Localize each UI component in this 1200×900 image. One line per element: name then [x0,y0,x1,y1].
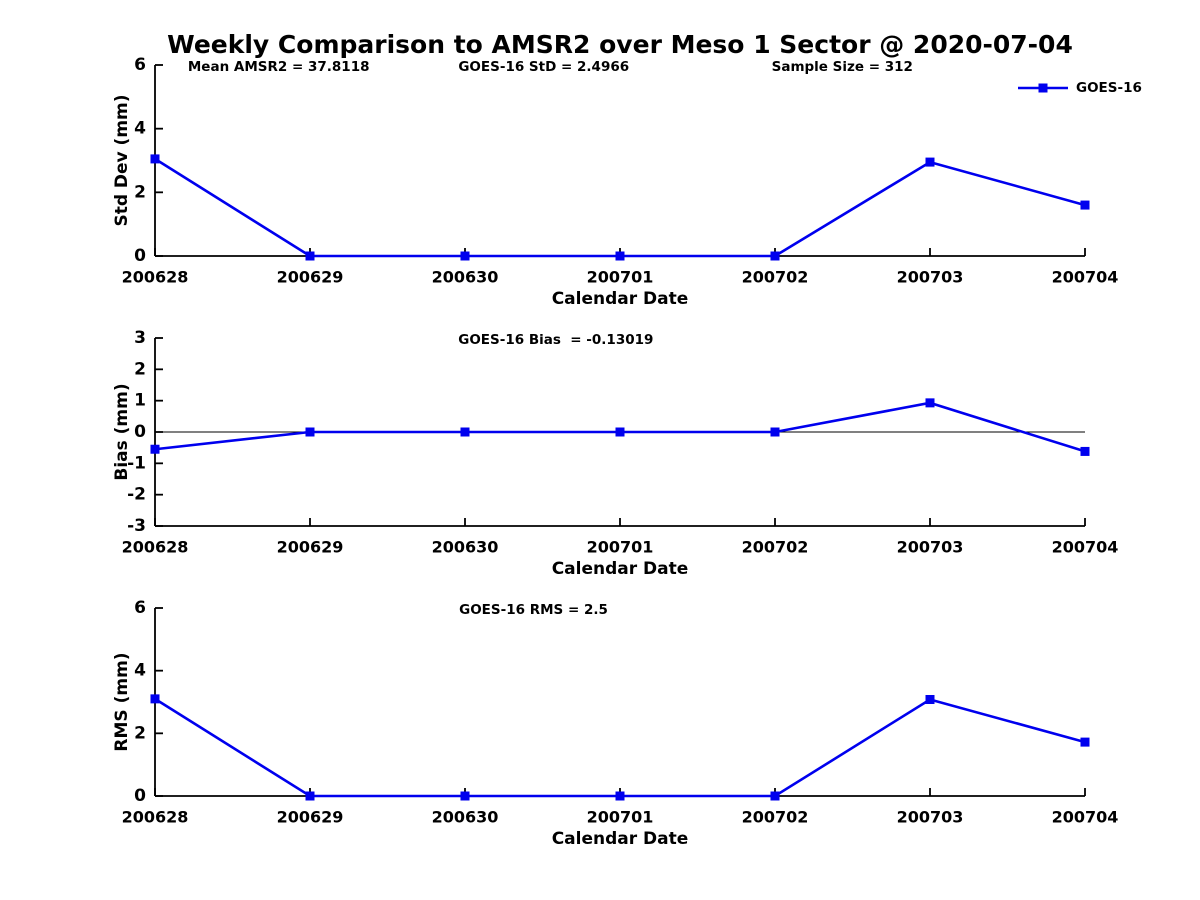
y-tick-label: 0 [134,786,146,806]
annotation-text: GOES-16 StD = 2.4966 [458,59,629,75]
x-tick-label: 200630 [432,268,499,287]
annotation-text: GOES-16 RMS = 2.5 [459,602,608,618]
x-tick-label: 200702 [742,538,809,557]
data-point-marker [460,427,470,437]
x-tick-label: 200629 [277,808,344,827]
x-tick-label: 200701 [587,268,654,287]
x-axis-label: Calendar Date [552,559,689,579]
annotation-text: Sample Size = 312 [772,59,913,75]
data-point-marker [305,427,315,437]
y-tick-label: 2 [134,723,146,743]
y-tick-label: 2 [134,182,146,202]
data-point-marker [615,791,625,801]
y-tick-label: -3 [127,516,146,536]
x-tick-label: 200702 [742,808,809,827]
data-point-marker [925,694,935,704]
data-point-marker [460,791,470,801]
y-tick-label: -1 [127,453,146,473]
x-axis-label: Calendar Date [552,289,689,309]
y-tick-label: 0 [134,246,146,266]
data-point-marker [305,791,315,801]
y-tick-label: -2 [127,485,146,505]
data-point-marker [150,444,160,454]
y-tick-label: 6 [134,598,146,618]
data-point-marker [770,791,780,801]
data-point-marker [925,157,935,167]
x-tick-label: 200703 [897,538,964,557]
x-tick-label: 200630 [432,808,499,827]
data-point-marker [615,251,625,261]
x-tick-label: 200703 [897,808,964,827]
y-axis-label: RMS (mm) [112,652,132,751]
y-tick-label: 4 [134,119,146,139]
x-tick-label: 200703 [897,268,964,287]
data-point-marker [615,427,625,437]
y-tick-label: 1 [134,391,146,411]
x-tick-label: 200704 [1052,538,1119,557]
x-tick-label: 200701 [587,808,654,827]
annotation-text: GOES-16 Bias = -0.13019 [458,332,653,348]
y-tick-label: 2 [134,359,146,379]
y-axis-label: Bias (mm) [112,383,132,480]
y-tick-label: 4 [134,661,146,681]
series-line-goes-16 [154,697,1086,798]
x-tick-label: 200630 [432,538,499,557]
series-line-goes-16 [154,401,1086,453]
y-tick-label: 0 [134,422,146,442]
legend: GOES-16 [1018,80,1142,96]
x-tick-label: 200628 [122,268,189,287]
x-tick-label: 200702 [742,268,809,287]
data-point-marker [150,694,160,704]
data-point-marker [1080,446,1090,456]
subplot-rms: 0 2 4 6 200628 200629 200630 200701 200702 200703… [112,598,1118,849]
x-tick-label: 200628 [122,808,189,827]
y-tick-label: 3 [134,328,146,348]
data-point-marker [460,251,470,261]
legend-label: GOES-16 [1076,80,1142,96]
data-point-marker [305,251,315,261]
data-point-marker [150,154,160,164]
data-point-marker [1080,200,1090,210]
x-tick-label: 200704 [1052,268,1119,287]
x-axis-label: Calendar Date [552,829,689,849]
y-tick-label: 6 [134,55,146,75]
data-point-marker [770,251,780,261]
data-point-marker [1080,737,1090,747]
x-tick-label: 200701 [587,538,654,557]
data-point-marker [770,427,780,437]
subplot-bias: 3 2 1 0 -1 -2 -3 200628 200629 200630 200701 200702… [112,328,1118,579]
subplot-stddev: 0 2 4 6 200628 200629 200630 200701 200702 200703… [112,55,1142,309]
x-tick-label: 200628 [122,538,189,557]
legend-marker-sample [1038,83,1048,93]
data-point-marker [925,398,935,408]
x-tick-label: 200629 [277,268,344,287]
annotation-text: Mean AMSR2 = 37.8118 [188,59,370,75]
y-axis-label: Std Dev (mm) [112,94,132,226]
x-tick-label: 200704 [1052,808,1119,827]
x-tick-label: 200629 [277,538,344,557]
series-line-goes-16 [154,157,1086,258]
